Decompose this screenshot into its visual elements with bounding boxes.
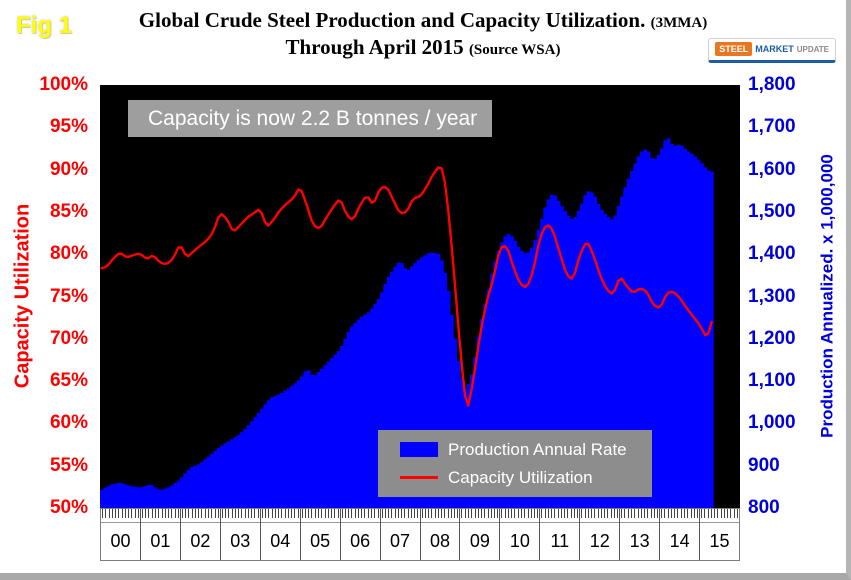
legend-item-utilization: Capacity Utilization <box>400 468 652 488</box>
logo-steel-badge: STEEL <box>715 42 753 56</box>
left-axis-tick: 85% <box>49 200 88 222</box>
right-axis-tick: 1,800 <box>748 74 796 95</box>
left-axis-tick: 100% <box>39 74 88 95</box>
logo-market-text: MARKET <box>755 44 794 54</box>
year-cell: 09 <box>459 509 500 560</box>
utilization-line <box>100 166 713 407</box>
chart-title: Global Crude Steel Production and Capaci… <box>0 8 846 60</box>
year-cell: 02 <box>179 509 220 560</box>
right-axis-tick: 1,400 <box>748 243 796 265</box>
year-label: 00 <box>110 531 131 551</box>
month-ticks <box>220 509 260 523</box>
right-axis-tick: 1,000 <box>748 412 796 434</box>
year-cell: 05 <box>299 509 340 560</box>
left-axis-tick: 50% <box>49 497 88 518</box>
month-ticks <box>140 509 180 523</box>
year-cell: 04 <box>259 509 300 560</box>
year-cell: 15 <box>699 509 739 560</box>
month-ticks <box>500 509 540 523</box>
month-ticks <box>380 509 420 523</box>
production-bars <box>100 138 714 508</box>
month-ticks <box>180 509 220 523</box>
year-label: 15 <box>709 531 730 551</box>
utilization-swatch-icon <box>400 476 438 479</box>
year-label: 02 <box>190 531 211 551</box>
chart-title-line1: Global Crude Steel Production and Capaci… <box>138 8 708 32</box>
left-axis-tick: 70% <box>49 327 88 349</box>
capacity-annotation: Capacity is now 2.2 B tonnes / year <box>128 100 492 137</box>
left-axis-tick: 95% <box>49 116 88 138</box>
right-axis-tick: 1,200 <box>748 327 796 349</box>
right-axis-tick-labels: 1,800 1,700 1,600 1,500 1,400 1,300 1,200 1,100… <box>746 74 818 518</box>
month-ticks <box>580 509 620 523</box>
month-ticks <box>300 509 340 523</box>
year-label: 09 <box>469 531 490 551</box>
month-ticks <box>340 509 380 523</box>
year-label: 01 <box>150 531 171 551</box>
year-label: 04 <box>270 531 291 551</box>
right-axis-tick: 1,600 <box>748 158 796 180</box>
title-source-note: (Source WSA) <box>468 42 561 58</box>
left-axis-tick: 75% <box>49 285 88 307</box>
x-axis-strip: 00 01 02 03 04 05 06 07 08 09 10 11 12 13 14 15 <box>100 508 740 561</box>
figure-label: Fig 1 <box>16 12 73 39</box>
chart-title-line2: Through April 2015 (Source WSA) <box>285 35 561 59</box>
right-axis-tick: 900 <box>748 454 780 476</box>
title-3mma-note: (3MMA) <box>650 15 708 31</box>
year-cell: 08 <box>419 509 460 560</box>
right-axis-title: Production Annualized. x 1,000,000 <box>817 154 837 438</box>
year-cell: 06 <box>339 509 380 560</box>
month-ticks <box>700 509 739 523</box>
year-cell: 12 <box>579 509 620 560</box>
year-label: 05 <box>310 531 331 551</box>
year-cell: 01 <box>139 509 180 560</box>
month-ticks <box>460 509 500 523</box>
year-label: 06 <box>350 531 371 551</box>
steel-market-update-logo: STEEL MARKET UPDATE <box>708 38 836 63</box>
year-label: 07 <box>390 531 411 551</box>
chart-canvas <box>100 138 714 508</box>
year-label: 12 <box>589 531 610 551</box>
year-cell: 13 <box>619 509 660 560</box>
legend-utilization-label: Capacity Utilization <box>448 467 593 487</box>
year-cell: 00 <box>101 509 140 560</box>
year-cell: 07 <box>379 509 420 560</box>
month-ticks <box>101 509 140 523</box>
plot-area: Capacity is now 2.2 B tonnes / year Prod… <box>100 85 740 508</box>
production-swatch-icon <box>400 442 438 457</box>
month-ticks <box>260 509 300 523</box>
legend-production-label: Production Annual Rate <box>448 439 627 459</box>
year-label: 08 <box>429 531 450 551</box>
legend: Production Annual Rate Capacity Utilizat… <box>378 430 652 497</box>
left-axis-tick: 80% <box>49 243 88 265</box>
left-axis-tick: 90% <box>49 158 88 180</box>
left-axis-tick: 55% <box>49 454 88 476</box>
left-axis-tick: 60% <box>49 412 88 434</box>
right-axis-tick: 1,500 <box>748 200 796 222</box>
legend-item-production: Production Annual Rate <box>400 440 652 460</box>
right-axis-tick: 800 <box>748 497 780 518</box>
year-cell: 10 <box>499 509 540 560</box>
month-ticks <box>660 509 700 523</box>
year-cell: 14 <box>659 509 700 560</box>
month-ticks <box>620 509 660 523</box>
year-label: 14 <box>669 531 690 551</box>
year-label: 13 <box>629 531 650 551</box>
month-ticks <box>420 509 460 523</box>
left-axis-tick-labels: 100% 95% 90% 85% 80% 75% 70% 65% 60% 55% 50% <box>26 74 92 518</box>
year-label: 10 <box>509 531 530 551</box>
logo-update-text: UPDATE <box>796 44 829 54</box>
left-axis-tick: 65% <box>49 370 88 392</box>
right-axis-tick: 1,700 <box>748 116 796 138</box>
year-label: 03 <box>230 531 251 551</box>
year-label: 11 <box>550 531 570 551</box>
right-axis-tick: 1,100 <box>748 370 796 392</box>
year-cell: 11 <box>539 509 580 560</box>
month-ticks <box>540 509 580 523</box>
right-axis-tick: 1,300 <box>748 285 796 307</box>
year-cell: 03 <box>219 509 260 560</box>
